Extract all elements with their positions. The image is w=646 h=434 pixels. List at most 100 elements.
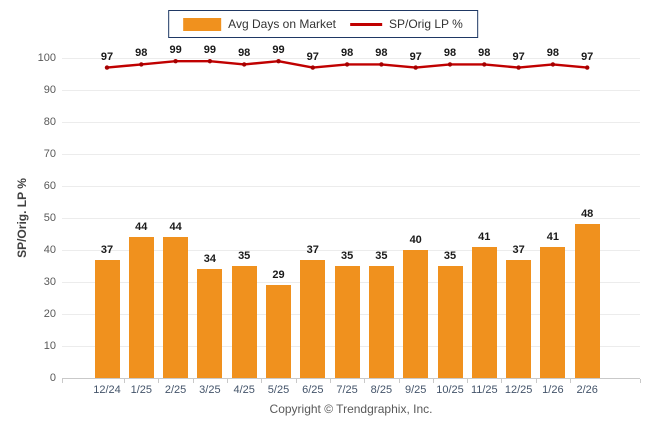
x-tick-label: 3/25 [199, 384, 221, 396]
line-value-label: 98 [135, 47, 148, 60]
line-point [482, 62, 487, 67]
x-axis-tick [158, 379, 160, 383]
x-tick-label: 6/25 [302, 384, 324, 396]
x-axis-tick [329, 379, 331, 383]
bar [540, 246, 566, 378]
x-axis-tick [570, 379, 572, 383]
bar [197, 269, 223, 378]
bar-value-label: 41 [478, 230, 491, 243]
x-axis-tick [62, 379, 63, 383]
bar-value-label: 37 [100, 243, 114, 256]
line-point [310, 65, 315, 70]
x-tick-label: 12/24 [93, 384, 121, 396]
x-tick-label: 1/26 [542, 384, 564, 396]
y-tick-label: 0 [49, 372, 56, 384]
x-tick-label: 4/25 [233, 384, 255, 396]
legend-item-avg-days: Avg Days on Market [183, 17, 336, 31]
bar [266, 285, 291, 378]
bar-value-label: 35 [238, 250, 251, 262]
x-tick-label: 1/25 [130, 384, 152, 396]
line-value-label: 99 [272, 44, 285, 57]
y-tick-label: 30 [43, 276, 56, 288]
gridline [62, 58, 640, 59]
x-axis-tick [364, 379, 366, 383]
line-point [344, 62, 350, 67]
x-axis-tick [398, 379, 400, 383]
x-tick-label: 12/25 [504, 384, 533, 396]
line-value-label: 97 [306, 50, 319, 63]
x-axis-line [62, 378, 640, 379]
line-point [207, 59, 213, 64]
line-point [276, 59, 281, 64]
line-point [104, 65, 110, 70]
y-tick-label: 20 [43, 308, 56, 320]
line-value-label: 98 [478, 47, 491, 60]
y-tick-label: 70 [43, 148, 56, 160]
line-point [550, 62, 556, 67]
bar-value-label: 48 [581, 208, 594, 221]
gridline [62, 250, 640, 251]
bar-value-label: 44 [135, 221, 148, 234]
gridline [62, 90, 640, 91]
x-tick-label: 11/25 [470, 384, 498, 396]
bar-value-label: 35 [340, 250, 354, 262]
bar-value-label: 41 [546, 230, 560, 243]
legend: Avg Days on Market SP/Orig LP % [168, 10, 478, 38]
x-axis-tick [192, 379, 194, 383]
copyright-text: Copyright © Trendgraphix, Inc. [269, 402, 433, 416]
y-tick-label: 90 [43, 84, 56, 96]
line-value-label: 99 [169, 44, 182, 57]
y-tick-label: 60 [43, 180, 56, 192]
x-tick-label: 9/25 [404, 384, 427, 396]
y-tick-label: 80 [43, 116, 56, 128]
y-tick-label: 100 [37, 52, 56, 64]
line-point [139, 62, 144, 67]
legend-label-avg-days: Avg Days on Market [228, 17, 337, 31]
line-value-label: 98 [546, 47, 560, 60]
x-tick-label: 2/26 [576, 384, 598, 396]
x-tick-label: 10/25 [436, 384, 464, 396]
bar [163, 237, 189, 378]
line-value-label: 99 [203, 44, 217, 57]
line-point [585, 65, 590, 70]
x-tick-label: 7/25 [336, 384, 358, 396]
bar-value-label: 29 [272, 269, 285, 282]
line-point [413, 65, 418, 70]
line-point [447, 62, 453, 67]
bar [471, 246, 497, 378]
legend-label-sp-orig-lp: SP/Orig LP % [389, 17, 463, 31]
bar-value-label: 44 [169, 221, 182, 234]
x-axis-tick [227, 379, 229, 383]
bar [574, 224, 600, 378]
gridline [62, 186, 640, 187]
line-value-label: 98 [375, 47, 388, 60]
bar-value-label: 35 [443, 250, 457, 262]
x-tick-label: 2/25 [164, 384, 187, 396]
bar-value-label: 40 [409, 234, 422, 246]
bar [300, 259, 326, 378]
bar [506, 259, 532, 378]
line-value-label: 97 [409, 50, 422, 63]
x-tick-label: 5/25 [267, 384, 290, 396]
legend-item-sp-orig-lp: SP/Orig LP % [350, 17, 463, 31]
gridline [62, 154, 640, 155]
line-value-label: 98 [238, 47, 251, 60]
line-value-label: 98 [340, 47, 354, 60]
x-axis-tick [432, 379, 434, 383]
bar-value-label: 34 [203, 253, 217, 266]
line-value-label: 97 [581, 50, 594, 63]
x-axis-tick [535, 379, 537, 383]
x-axis-tick [295, 379, 297, 383]
bar [128, 237, 154, 378]
y-tick-label: 50 [43, 212, 56, 224]
line-value-label: 97 [512, 50, 525, 63]
bar [403, 250, 429, 378]
y-tick-label: 10 [43, 340, 56, 352]
x-axis-tick [501, 379, 503, 383]
line-point [242, 62, 247, 67]
bar [94, 259, 120, 378]
gridline [62, 122, 640, 123]
gridline [62, 218, 640, 219]
x-tick-label: 8/25 [370, 384, 393, 396]
